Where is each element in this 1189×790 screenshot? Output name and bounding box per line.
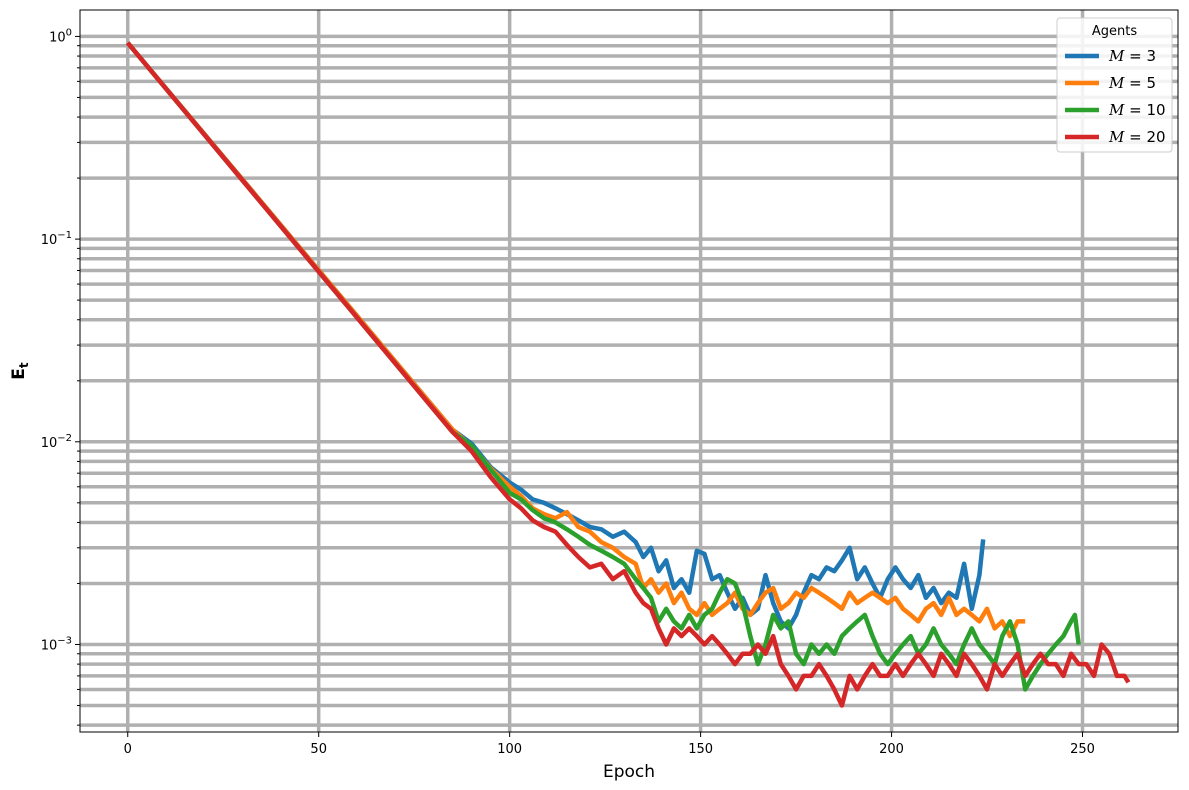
y-tick-label: 10−1	[41, 230, 72, 248]
y-tick-label: 10−2	[41, 433, 72, 451]
legend-label: M = 20	[1108, 128, 1166, 146]
grid	[80, 10, 1178, 732]
series-line-m-20	[125, 41, 1131, 708]
legend-item-m-20: M = 20	[1065, 128, 1166, 146]
y-axis-label-subscript: t	[17, 362, 31, 368]
series-line-m-5	[125, 41, 1026, 639]
y-axis-label-main: E	[9, 368, 29, 380]
legend: Agents M = 3 M = 5 M = 10 M = 20	[1056, 17, 1173, 153]
x-tick-label: 50	[310, 742, 327, 757]
legend-label: M = 10	[1108, 101, 1166, 119]
x-axis-label: Epoch	[603, 762, 655, 782]
x-tick-label: 0	[124, 742, 132, 757]
y-tick-label: 10−3	[41, 635, 72, 653]
legend-item-m-5: M = 5	[1065, 74, 1156, 92]
y-axis-ticks: 100 10−1 10−2 10−3	[41, 27, 80, 726]
legend-item-m-10: M = 10	[1065, 101, 1166, 119]
x-tick-label: 200	[879, 742, 904, 757]
plot-frame	[79, 9, 1179, 733]
x-tick-label: 150	[688, 742, 713, 757]
legend-label: M = 3	[1108, 47, 1156, 65]
x-tick-label: 100	[497, 742, 522, 757]
y-tick-label: 100	[49, 27, 72, 45]
plot-series	[125, 41, 1131, 708]
legend-item-m-3: M = 3	[1065, 47, 1156, 65]
x-tick-label: 250	[1070, 742, 1095, 757]
legend-title: Agents	[1092, 24, 1137, 39]
series-line-m-3	[125, 41, 986, 631]
legend-label: M = 5	[1108, 74, 1156, 92]
legend-box	[1056, 17, 1173, 153]
y-axis-label: Et	[9, 362, 31, 380]
legend-items: M = 3 M = 5 M = 10 M = 20	[1065, 47, 1166, 146]
series-line-m-10	[125, 41, 1081, 692]
x-axis-ticks: 0 50 100 150 200 250	[124, 732, 1095, 757]
